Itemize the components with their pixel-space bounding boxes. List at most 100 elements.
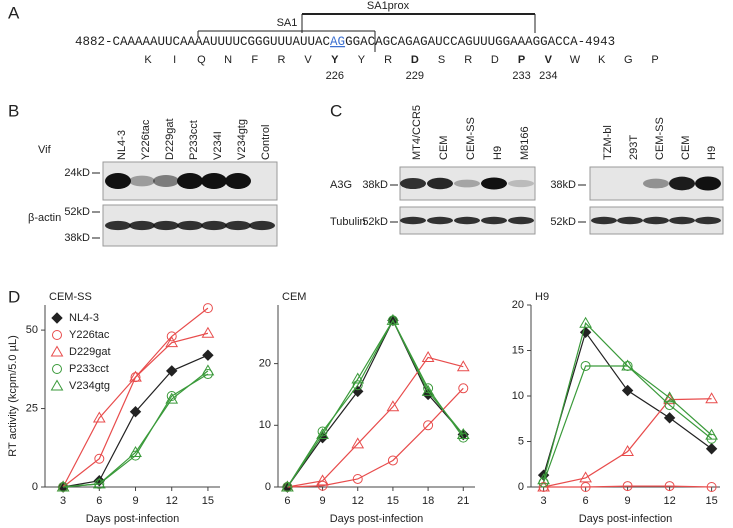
residue: R	[277, 54, 285, 66]
legend-label: NL4-3	[69, 312, 99, 324]
band	[695, 216, 721, 225]
band	[129, 220, 155, 231]
x-tick-label: 9	[132, 495, 138, 507]
point	[92, 477, 106, 489]
lane-label: CEM	[680, 136, 692, 160]
residue: I	[173, 54, 176, 66]
point	[456, 360, 470, 372]
y-tick-label: 25	[26, 402, 38, 414]
band	[669, 176, 695, 191]
lane-label: CEM-SS	[465, 117, 477, 160]
band	[177, 220, 203, 231]
band	[508, 179, 534, 188]
point	[537, 473, 550, 485]
residue-position: 233	[512, 70, 530, 82]
lane-label: V234I	[212, 131, 224, 160]
band	[225, 173, 251, 189]
point	[201, 326, 215, 338]
residue: N	[224, 54, 232, 66]
size-marker: 24kD	[64, 167, 90, 179]
lane-label: Control	[260, 125, 272, 160]
residue: K	[598, 54, 606, 66]
legend-marker	[50, 379, 64, 391]
point	[165, 392, 179, 404]
point	[421, 384, 435, 396]
sequence: 4882-CAAAAAUUCAAAAUUUUCGGGUUUAUUACAGGGAC…	[75, 35, 615, 49]
point	[580, 482, 591, 492]
point	[621, 359, 634, 371]
lane-label: CEM-SS	[654, 117, 666, 160]
point	[705, 392, 718, 404]
lane-label: CEM	[438, 136, 450, 160]
point	[458, 383, 469, 394]
x-tick-label: 12	[352, 495, 364, 507]
point	[421, 350, 435, 362]
band	[508, 216, 534, 225]
residue: P	[651, 54, 658, 66]
lane-label: 293T	[628, 135, 640, 160]
band	[249, 220, 275, 231]
y-axis-label: RT activity (kcpm/5.0 µL)	[7, 335, 19, 456]
y-tick-label: 0	[518, 481, 524, 493]
x-tick-label: 3	[60, 495, 66, 507]
point	[201, 364, 215, 376]
x-axis-label: Days post-infection	[86, 513, 180, 525]
series-line	[543, 330, 712, 476]
x-tick-label: 12	[663, 495, 675, 507]
point	[664, 400, 675, 411]
residue: R	[464, 54, 472, 66]
band	[177, 173, 203, 189]
band	[400, 216, 426, 225]
x-tick-label: 15	[387, 495, 399, 507]
chart-title: CEM	[282, 291, 306, 303]
residue: D	[411, 54, 419, 66]
point	[317, 426, 328, 437]
band	[617, 216, 643, 225]
residue: K	[144, 54, 152, 66]
residue: W	[570, 54, 581, 66]
legend-marker	[52, 330, 62, 340]
point	[579, 471, 592, 483]
point	[621, 384, 634, 397]
lane-label: P233cct	[188, 120, 200, 160]
lane-label: Y226tac	[140, 119, 152, 160]
residue-position: 234	[539, 70, 557, 82]
band	[105, 220, 131, 231]
lane-label: M8166	[519, 126, 531, 160]
lane-label: TZM-bl	[602, 125, 614, 160]
seq-end: GGACAGCAGAGAUCCAGUUUGGAAAGGACCA-4943	[345, 35, 615, 49]
point	[316, 474, 329, 486]
lane-label: H9	[706, 146, 718, 160]
band	[481, 216, 507, 225]
size-marker: 52kD	[550, 216, 576, 228]
point	[386, 400, 400, 412]
size-marker: 38kD	[550, 179, 576, 191]
band	[225, 220, 251, 231]
residue: V	[304, 54, 312, 66]
panel-label: B	[8, 101, 19, 120]
point	[663, 412, 676, 424]
point	[622, 481, 633, 492]
series-line	[286, 319, 464, 488]
lane-label: V234gtg	[236, 119, 248, 160]
lane-label: H9	[492, 146, 504, 160]
point	[165, 336, 179, 348]
residue: Y	[331, 54, 339, 66]
x-tick-label: 6	[583, 495, 589, 507]
legend-marker	[52, 364, 62, 374]
x-tick-label: 18	[422, 495, 434, 507]
panel-label: C	[330, 101, 342, 120]
y-tick-label: 0	[32, 481, 38, 493]
series-line	[287, 356, 464, 488]
sa1prox-label: SA1prox	[367, 0, 410, 12]
row-label: A3G	[330, 179, 352, 191]
x-tick-label: 21	[457, 495, 469, 507]
band	[153, 220, 179, 231]
point	[387, 455, 398, 466]
point	[94, 453, 105, 464]
y-tick-label: 15	[512, 344, 524, 356]
series-line	[63, 354, 209, 488]
residue: G	[624, 54, 633, 66]
band	[400, 177, 426, 190]
